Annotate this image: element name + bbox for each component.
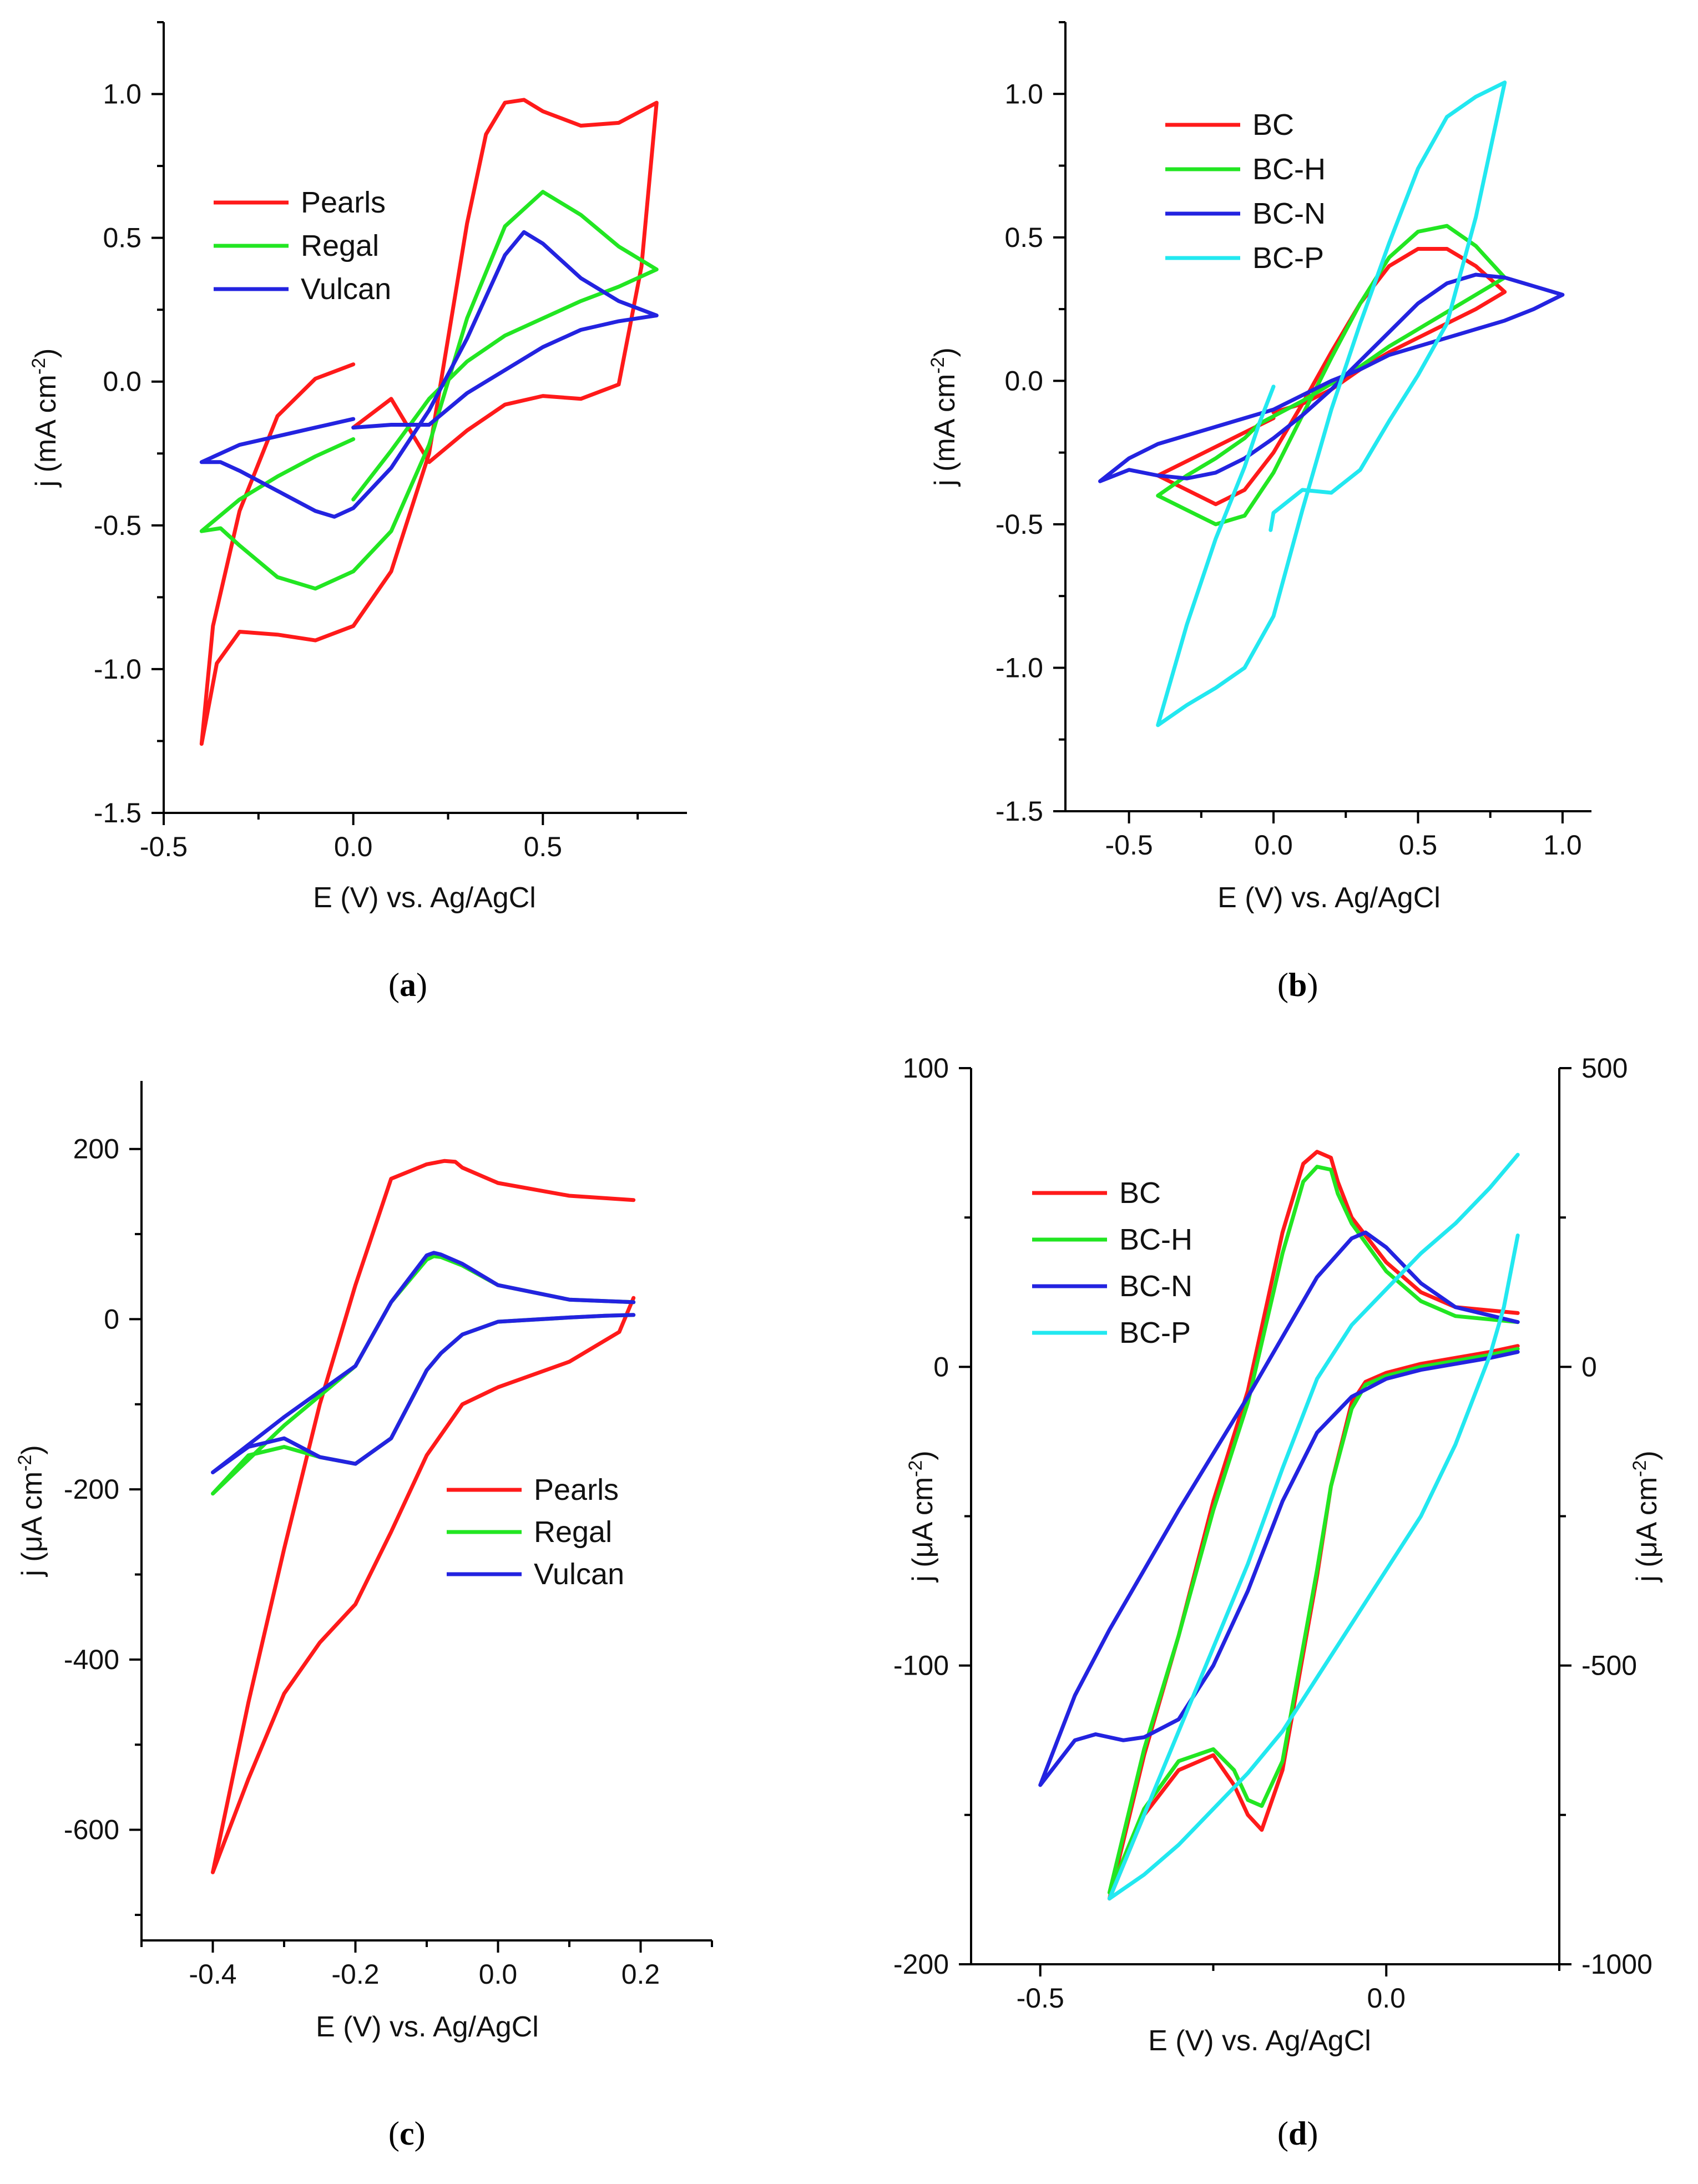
y-tick-label: 0 xyxy=(104,1303,119,1334)
series-line-bc-h xyxy=(1156,224,1507,527)
y-right-tick-label: -1000 xyxy=(1581,1949,1652,1980)
y-tick-label: -600 xyxy=(64,1814,119,1846)
legend-label-vulcan: Vulcan xyxy=(301,272,391,306)
panel-c: -0.4 -0.2 0.0 0.2 -600 -400 -200 0 200 E (V) vs. … xyxy=(14,1081,713,2152)
series-line-bc-p xyxy=(1156,80,1507,727)
y-tick-label: -1.5 xyxy=(995,796,1043,827)
x-tick-label: 0.5 xyxy=(1399,830,1438,861)
y-right-tick-label: -500 xyxy=(1581,1650,1637,1681)
series-line-bc-n xyxy=(1038,1230,1520,1787)
series-line-vulcan xyxy=(199,230,659,519)
legend-label-bc-p: BC-P xyxy=(1119,1316,1191,1349)
x-tick-label: -0.2 xyxy=(331,1959,379,1990)
x-tick-label: -0.5 xyxy=(1017,1983,1064,2014)
y-tick-label: 1.0 xyxy=(1004,78,1043,109)
series-line-bc-h xyxy=(1107,1165,1520,1895)
legend-label-bc-n: BC-N xyxy=(1119,1270,1192,1303)
series-line-bc-p xyxy=(1107,1152,1520,1901)
panel-label: (c) xyxy=(388,2115,426,2152)
legend-label-regal: Regal xyxy=(534,1515,612,1549)
x-tick-label: 0.0 xyxy=(1367,1983,1406,2014)
legend-label-bc-h: BC-H xyxy=(1252,153,1326,186)
legend-label-pearls: Pearls xyxy=(301,186,386,219)
y-right-tick-label: 500 xyxy=(1581,1053,1628,1084)
x-tick-label: -0.5 xyxy=(140,831,188,862)
y-tick-label: -1.0 xyxy=(995,652,1043,683)
legend-label-bc-n: BC-N xyxy=(1252,197,1326,230)
legend-label-bc: BC xyxy=(1252,108,1294,141)
y-tick-label: 200 xyxy=(73,1134,119,1165)
legend-label-vulcan: Vulcan xyxy=(534,1558,624,1591)
y-axis-title: j (μA cm-2) xyxy=(14,1445,48,1577)
x-axis-title: E (V) vs. Ag/AgCl xyxy=(1217,882,1441,914)
y-tick-label: 0 xyxy=(933,1351,949,1382)
y-tick-label: 0.0 xyxy=(1004,365,1043,396)
legend-label-bc-p: BC-P xyxy=(1252,241,1324,275)
panel-b: -0.5 0.0 0.5 1.0 -1.5 -1.0 -0.5 0.0 0.5 1.0 E (V) … xyxy=(927,21,1591,1003)
legend-label-pearls: Pearls xyxy=(534,1473,619,1506)
y-tick-label: 0.5 xyxy=(103,223,142,254)
series-line-vulcan xyxy=(211,1251,636,1474)
y-axis-title: j (μA cm-2) xyxy=(905,1450,939,1583)
x-tick-label: 0.5 xyxy=(524,831,563,862)
x-tick-label: 0.0 xyxy=(334,831,373,862)
legend-label-bc-h: BC-H xyxy=(1119,1223,1192,1256)
panel-a: -0.5 0.0 0.5 -1.5 -1.0 -0.5 0.0 0.5 1.0 E (V) vs.… xyxy=(28,21,687,1003)
series-line-pearls xyxy=(211,1159,636,1874)
y-tick-label: -100 xyxy=(893,1650,949,1681)
y-tick-label: -0.5 xyxy=(94,510,142,541)
y-tick-label: -400 xyxy=(64,1644,119,1675)
y-axis-right-title: j (μA cm-2) xyxy=(1629,1450,1663,1583)
legend-label-bc: BC xyxy=(1119,1176,1161,1210)
x-axis-title: E (V) vs. Ag/AgCl xyxy=(313,882,536,914)
series-line-regal xyxy=(199,190,659,591)
y-tick-label: -1.0 xyxy=(94,654,142,685)
y-tick-label: -200 xyxy=(64,1474,119,1505)
x-tick-label: -0.5 xyxy=(1105,830,1153,861)
y-tick-label: -1.5 xyxy=(94,797,142,828)
series-line-bc-n xyxy=(1098,272,1565,483)
x-tick-label: 0.0 xyxy=(1254,830,1293,861)
panel-label: (d) xyxy=(1277,2115,1318,2152)
x-tick-label: 1.0 xyxy=(1543,830,1582,861)
panel-label: (a) xyxy=(388,967,427,1003)
y-axis-title: j (mA cm-2) xyxy=(28,348,62,488)
y-tick-label: 0.5 xyxy=(1004,222,1043,253)
y-right-tick-label: 0 xyxy=(1581,1351,1597,1382)
legend-label-regal: Regal xyxy=(301,229,379,262)
x-tick-label: 0.2 xyxy=(621,1959,660,1990)
x-axis-title: E (V) vs. Ag/AgCl xyxy=(1148,2025,1371,2057)
y-axis-title: j (mA cm-2) xyxy=(927,347,961,487)
y-tick-label: -200 xyxy=(893,1949,949,1980)
y-tick-label: -0.5 xyxy=(995,509,1043,540)
x-tick-label: 0.0 xyxy=(479,1959,518,1990)
y-tick-label: 0.0 xyxy=(103,366,142,397)
y-tick-label: 1.0 xyxy=(103,79,142,110)
panel-label: (b) xyxy=(1277,967,1318,1003)
x-tick-label: -0.4 xyxy=(189,1959,236,1990)
x-axis-title: E (V) vs. Ag/AgCl xyxy=(316,2011,539,2043)
series-line-pearls xyxy=(199,98,659,746)
y-tick-label: 100 xyxy=(903,1053,949,1084)
